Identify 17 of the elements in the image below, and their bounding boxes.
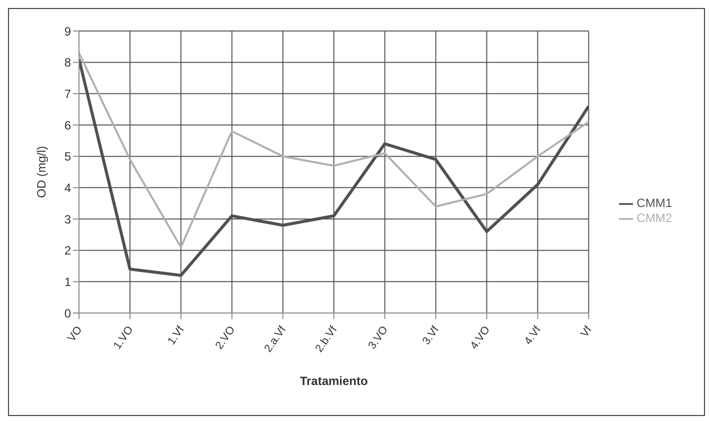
legend-label: CMM2 bbox=[636, 211, 672, 225]
y-tick-label: 8 bbox=[64, 56, 72, 70]
y-tick-label: 5 bbox=[64, 150, 72, 164]
x-tick-label: VO bbox=[66, 324, 85, 344]
y-tick-label: 1 bbox=[64, 274, 72, 289]
y-tick-label: 2 bbox=[64, 244, 72, 258]
legend-label: CMM1 bbox=[636, 196, 672, 210]
y-tick-label: 9 bbox=[64, 24, 72, 38]
y-tick-label: 7 bbox=[64, 86, 72, 101]
y-tick-label: 0 bbox=[64, 306, 72, 320]
x-axis-title: Tratamiento bbox=[300, 374, 368, 388]
y-axis-title: OD (mg/l) bbox=[34, 146, 48, 198]
line-series bbox=[79, 52, 589, 248]
y-tick-label: 3 bbox=[64, 212, 72, 226]
y-tick-label: 4 bbox=[64, 180, 72, 195]
x-tick-label: Vf bbox=[578, 323, 595, 340]
y-tick-label: 6 bbox=[64, 118, 72, 132]
